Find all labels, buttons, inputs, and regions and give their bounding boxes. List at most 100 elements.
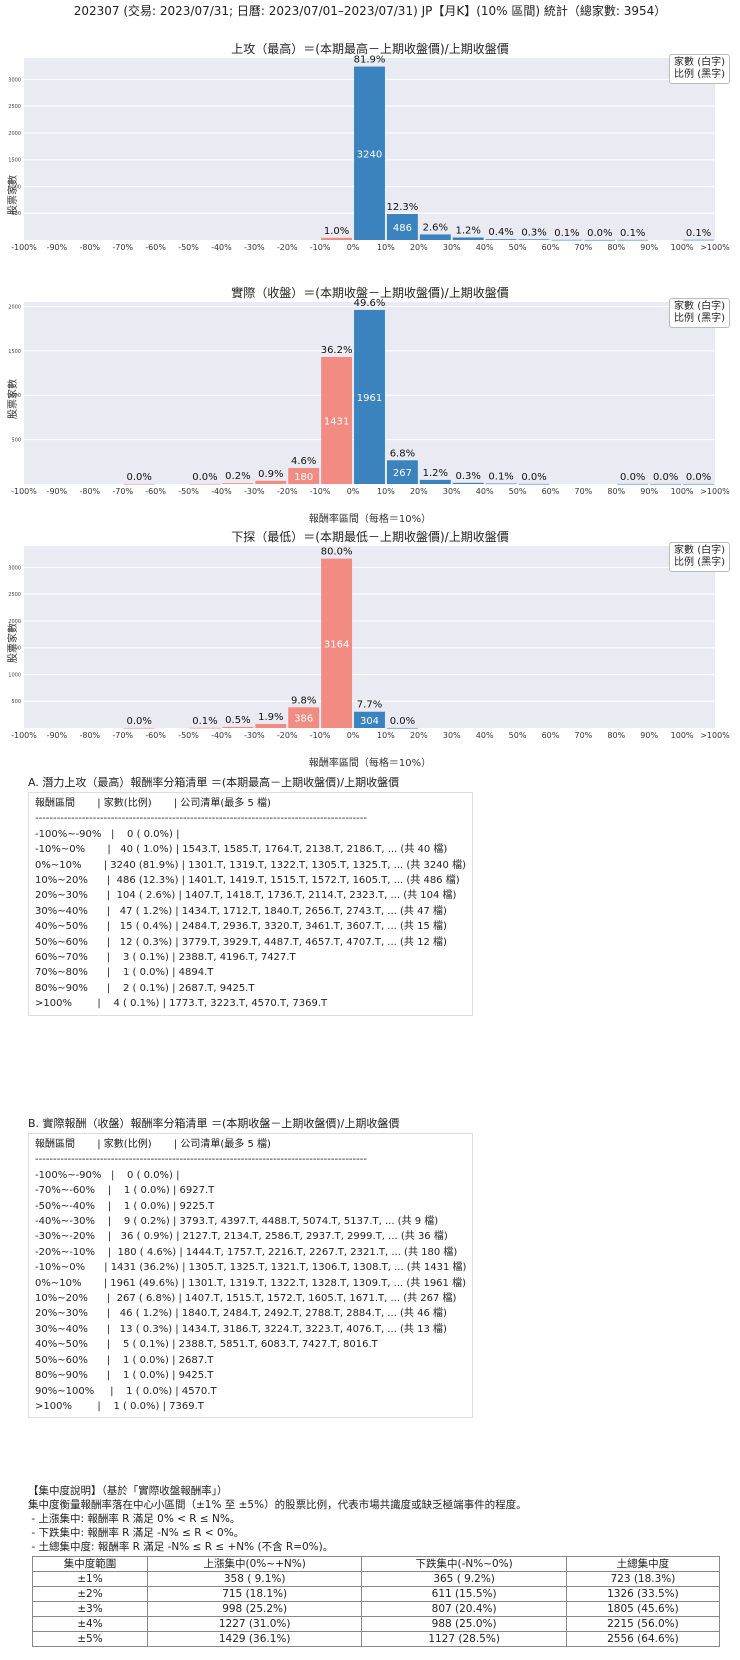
x-tick-label: 40%	[476, 731, 494, 740]
bar-pct-label: 9.8%	[291, 695, 316, 706]
bar-count-label: 1431	[324, 416, 349, 427]
bar	[288, 707, 320, 728]
chart-legend: 家數 (白字) 比例 (黑字)	[669, 54, 730, 84]
bar-count-label: 3164	[324, 639, 349, 650]
x-tick-label: -10%	[310, 731, 331, 740]
concentration-cell: 988 (25.0%)	[361, 1616, 567, 1632]
x-tick-label: -60%	[145, 731, 166, 740]
chart-svg: 500 1000 1500 2000 2500 3000 -100% -90% -80% -70%…	[8, 55, 730, 252]
x-tick-label: 100%	[671, 487, 694, 496]
bar	[518, 483, 550, 485]
x-tick-label: -40%	[211, 487, 232, 496]
bar	[485, 239, 517, 240]
x-tick-label: 100%	[671, 731, 694, 740]
concentration-row: ±5% 1429 (36.1%) 1127 (28.5%) 2556 (64.6%)	[32, 1631, 721, 1647]
x-tick-label: -30%	[244, 731, 265, 740]
bar	[222, 483, 254, 484]
table-b-row: 報酬區間 | 家數(比例) | 公司清單(最多 5 檔)	[35, 1139, 271, 1150]
bar-count-label: 386	[294, 714, 313, 725]
y-axis-label: 股票家數	[8, 379, 19, 419]
x-tick-label: 40%	[476, 487, 494, 496]
chart-high: 上攻（最高）＝(本期最高－上期收盤價)/上期收盤價 500 1000 1500 200…	[0, 40, 740, 280]
bar	[683, 483, 714, 485]
legend-ratio: 比例 (黑字)	[674, 69, 725, 80]
table-b-row: -10%~0% | 1431 (36.2%) | 1305.T, 1325.T,…	[35, 1262, 467, 1274]
x-tick-label: 70%	[574, 731, 592, 740]
x-tick-label: -60%	[145, 243, 166, 252]
x-tick-label: -60%	[145, 487, 166, 496]
x-tick-label: -80%	[79, 731, 100, 740]
x-tick-label: 60%	[542, 243, 560, 252]
bar-pct-label: 6.8%	[390, 448, 415, 459]
bar-count-label: 486	[393, 223, 412, 234]
x-axis-label: 報酬率區間（每格＝10%）	[308, 514, 432, 525]
table-b-row: 40%~50% | 5 ( 0.1%) | 2388.T, 5851.T, 60…	[35, 1339, 378, 1351]
concentration-cell: 715 (18.1%)	[146, 1586, 363, 1602]
table-a-row: 70%~80% | 1 ( 0.0%) | 4894.T	[35, 967, 214, 979]
bar	[123, 483, 155, 485]
x-tick-label: -30%	[244, 243, 265, 252]
x-tick-label: 60%	[542, 731, 560, 740]
chart-svg: 500 1000 1500 2000 2500 3000 -100% -90% -80% -70%…	[8, 546, 730, 740]
concentration-note-line: - 土總集中度: 報酬率 R 滿足 -N% ≤ R ≤ +N% (不含 R=0%…	[28, 1541, 334, 1553]
bar	[617, 239, 649, 241]
bar-pct-label: 0.0%	[587, 228, 612, 239]
concentration-header-cell: 上漲集中(0%~+N%)	[146, 1556, 363, 1572]
concentration-notes: 【集中度說明】（基於「實際收盤報酬率」） 集中度衡量報酬率落在中心小區間（±1% …	[28, 1484, 527, 1554]
x-tick-label: -70%	[112, 243, 133, 252]
bar	[354, 309, 385, 484]
concentration-row: ±1% 358 ( 9.1%) 365 ( 9.2%) 723 (18.3%)	[32, 1571, 721, 1587]
bar	[222, 726, 254, 728]
bar-pct-label: 1.2%	[423, 468, 448, 479]
concentration-cell: 1227 (31.0%)	[146, 1616, 363, 1632]
legend-count: 家數 (白字)	[674, 301, 725, 312]
bar-pct-label: 1.2%	[456, 225, 481, 236]
bar-pct-label: 0.0%	[521, 472, 546, 483]
table-a-row: ----------------------------------------…	[35, 813, 367, 825]
bar-pct-label: 7.7%	[357, 700, 382, 711]
bar-pct-label: 0.4%	[488, 227, 513, 238]
table-b-row: -40%~-30% | 9 ( 0.2%) | 3793.T, 4397.T, …	[35, 1216, 439, 1228]
x-tick-label: 30%	[443, 487, 461, 496]
bar	[123, 727, 155, 729]
chart-title: 下探（最低）＝(本期最低－上期收盤價)/上期收盤價	[231, 530, 509, 544]
y-tick-label: 2000	[8, 131, 21, 137]
bar	[617, 483, 649, 485]
x-tick-label: 50%	[509, 243, 527, 252]
x-tick-label: -20%	[277, 731, 298, 740]
concentration-cell: 1127 (28.5%)	[361, 1631, 567, 1647]
chart-title: 上攻（最高）＝(本期最高－上期收盤價)/上期收盤價	[231, 42, 509, 56]
bar	[255, 480, 287, 484]
table-b-row: -20%~-10% | 180 ( 4.6%) | 1444.T, 1757.T…	[35, 1246, 458, 1258]
legend-count: 家數 (白字)	[674, 545, 725, 556]
table-a-row: -10%~0% | 40 ( 1.0%) | 1543.T, 1585.T, 1…	[35, 844, 448, 856]
x-tick-label: 10%	[377, 487, 395, 496]
bar-pct-label: 0.1%	[488, 472, 513, 483]
bar-pct-label: 0.5%	[225, 715, 250, 726]
bar	[354, 66, 385, 241]
concentration-cell: 1805 (45.6%)	[565, 1601, 721, 1617]
bar	[189, 727, 221, 729]
y-tick-label: 1000	[8, 393, 21, 399]
y-axis-label: 股票家數	[8, 623, 19, 663]
bar-pct-label: 0.1%	[192, 716, 217, 727]
concentration-header-row: 集中度範圍 上漲集中(0%~+N%) 下跌集中(-N%~0%) 土總集中度	[32, 1556, 721, 1572]
bar-count-label: 267	[393, 468, 412, 479]
table-a-row: 10%~20% | 486 (12.3%) | 1401.T, 1419.T, …	[35, 875, 460, 887]
legend-ratio: 比例 (黑字)	[674, 557, 725, 568]
x-tick-label: -30%	[244, 487, 265, 496]
x-axis-label: 報酬率區間（每格＝10%）	[308, 758, 432, 769]
concentration-cell: ±2%	[32, 1586, 148, 1602]
bar-pct-label: 0.0%	[126, 716, 151, 727]
bar-pct-label: 0.9%	[258, 469, 283, 480]
x-tick-label: 10%	[377, 243, 395, 252]
x-tick-label: 20%	[410, 731, 428, 740]
y-tick-label: 2000	[8, 304, 21, 310]
concentration-cell: 2556 (64.6%)	[565, 1631, 721, 1647]
bar	[485, 483, 517, 485]
bar-pct-label: 0.0%	[620, 472, 645, 483]
concentration-header-cell: 下跌集中(-N%~0%)	[361, 1556, 567, 1572]
y-tick-label: 1500	[8, 349, 21, 355]
table-a-row: >100% | 4 ( 0.1%) | 1773.T, 3223.T, 4570…	[35, 998, 328, 1010]
x-tick-label: -100%	[11, 487, 37, 496]
